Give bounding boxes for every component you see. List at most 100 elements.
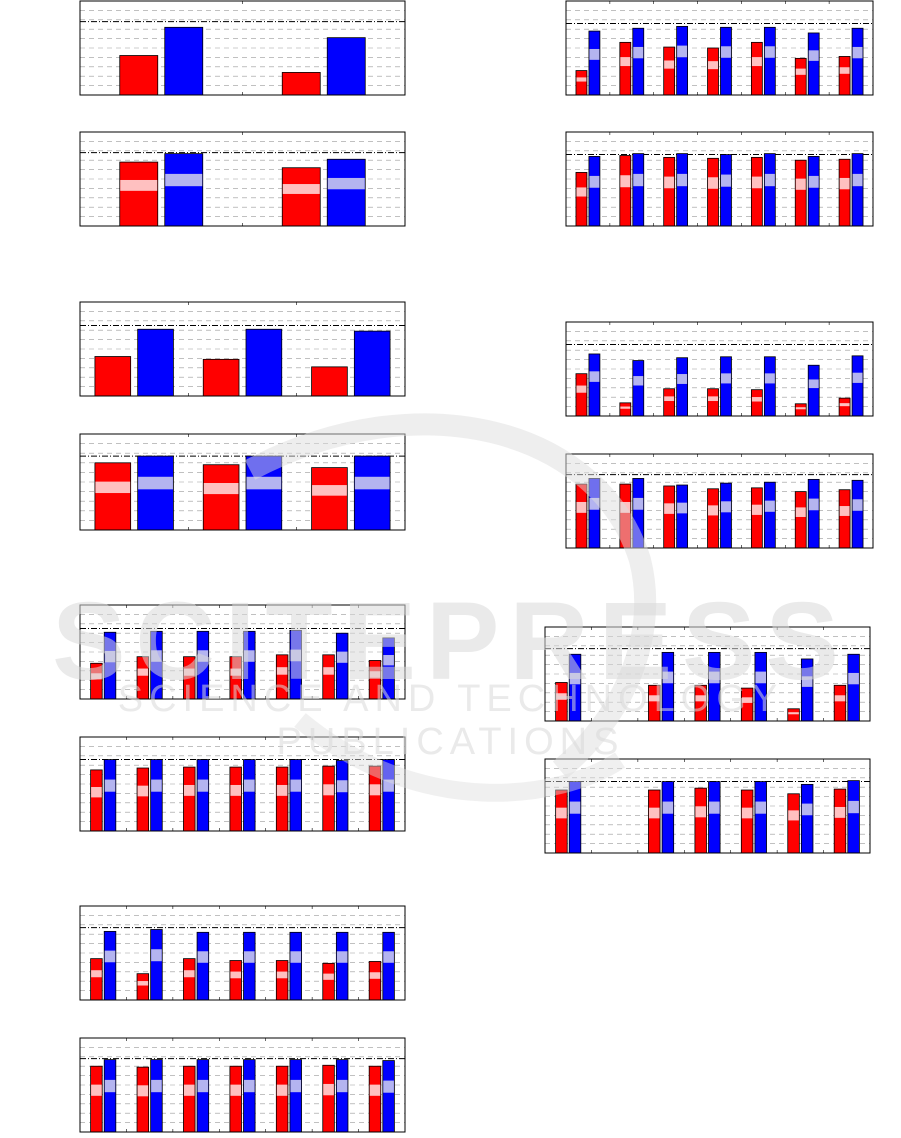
bar-blue xyxy=(851,479,864,549)
bar-red-band xyxy=(620,501,631,513)
bar-red-band xyxy=(708,396,718,402)
bar-blue-band xyxy=(104,1079,116,1093)
bar-blue xyxy=(289,931,302,1001)
bar-red xyxy=(707,488,719,549)
bar-red-band xyxy=(708,61,718,70)
bar-red-band xyxy=(839,67,850,74)
bar-blue-band xyxy=(383,779,394,792)
bar-red-band xyxy=(556,807,567,819)
bar-red-band xyxy=(695,695,706,702)
bar-blue-band xyxy=(336,1079,348,1093)
bar-blue xyxy=(588,30,601,96)
bar-red xyxy=(119,161,159,227)
bar-blue xyxy=(196,1059,210,1133)
bar-blue xyxy=(382,931,395,1001)
bar-blue-band xyxy=(336,951,348,963)
bar-red xyxy=(794,159,807,227)
chart-L4 xyxy=(79,433,406,531)
bar-red-band xyxy=(664,503,675,514)
bar-blue-band xyxy=(104,950,116,963)
bar-red xyxy=(575,373,588,417)
bar-blue-band xyxy=(244,951,255,963)
bar-red-band xyxy=(751,504,762,515)
bar-blue-band xyxy=(197,951,209,963)
bar-blue xyxy=(103,1059,117,1133)
bar-red xyxy=(833,788,847,854)
bar-blue-band xyxy=(808,379,819,389)
bar-red-band xyxy=(664,60,675,69)
bar-red-band xyxy=(795,507,806,517)
bar-blue-band xyxy=(709,801,720,814)
bar-blue xyxy=(588,478,601,549)
bar-blue-band xyxy=(808,498,819,511)
bar-blue xyxy=(588,353,601,417)
bar-blue-band xyxy=(290,649,302,662)
bar-blue xyxy=(720,356,732,417)
bar-red xyxy=(281,72,321,96)
bar-red xyxy=(694,787,707,854)
bar-blue-band xyxy=(721,46,731,58)
bar-blue xyxy=(196,630,210,700)
bar-red xyxy=(555,682,568,722)
bar-red-band xyxy=(576,187,587,197)
bar-red-band xyxy=(203,482,239,495)
bar-red xyxy=(663,485,676,549)
bar-blue xyxy=(382,1060,395,1133)
bar-red-band xyxy=(120,179,158,191)
bar-blue-band xyxy=(848,672,859,685)
plot-frame xyxy=(565,131,874,227)
bar-red-band xyxy=(323,1083,334,1096)
bar-blue-band xyxy=(383,1080,394,1093)
bar-red xyxy=(368,961,382,1001)
bar-red xyxy=(368,765,382,832)
bar-red xyxy=(229,656,242,700)
bar-blue-band xyxy=(852,499,863,511)
bar-blue-band xyxy=(633,497,644,510)
bar-blue-band xyxy=(569,672,581,685)
chart-R1 xyxy=(565,0,874,96)
bar-red xyxy=(694,684,707,722)
bar-blue xyxy=(568,653,582,722)
chart-L6 xyxy=(79,736,406,832)
bar-blue xyxy=(568,781,582,854)
bar-red xyxy=(663,46,676,96)
bar-blue-band xyxy=(709,671,720,684)
chart-L7 xyxy=(79,905,406,1001)
bar-red xyxy=(322,962,335,1001)
bar-red-band xyxy=(795,68,806,75)
bar-red xyxy=(794,57,807,96)
bar-red xyxy=(183,1065,196,1133)
bar-red xyxy=(275,1065,289,1133)
bar-blue-band xyxy=(662,801,674,814)
bar-red xyxy=(311,467,348,531)
bar-blue-band xyxy=(662,671,674,684)
bar-red xyxy=(136,767,150,832)
bar-blue-band xyxy=(764,500,775,512)
bar-blue xyxy=(196,759,210,832)
bar-blue-band xyxy=(151,949,162,962)
bar-blue xyxy=(103,631,117,700)
bar-red xyxy=(833,684,847,722)
bar-red xyxy=(648,684,661,722)
bar-blue-band xyxy=(383,655,394,666)
bar-blue-band xyxy=(589,175,600,188)
bar-blue xyxy=(103,930,117,1001)
bar-red xyxy=(229,1065,242,1133)
bar-red xyxy=(322,765,335,832)
bar-red xyxy=(275,766,289,832)
bar-blue xyxy=(326,37,366,96)
bar-red xyxy=(368,1065,382,1133)
bar-red xyxy=(281,167,321,227)
bar-blue-band xyxy=(721,174,731,187)
bar-blue xyxy=(661,781,675,854)
bar-blue xyxy=(676,357,689,417)
bar-red-band xyxy=(183,784,195,796)
bar-blue xyxy=(807,156,820,227)
bar-red xyxy=(707,157,719,227)
bar-blue-band xyxy=(151,1079,162,1093)
bar-red xyxy=(750,487,763,549)
bar-blue-band xyxy=(633,46,644,59)
bar-red xyxy=(94,356,132,397)
bar-blue-band xyxy=(569,801,581,814)
